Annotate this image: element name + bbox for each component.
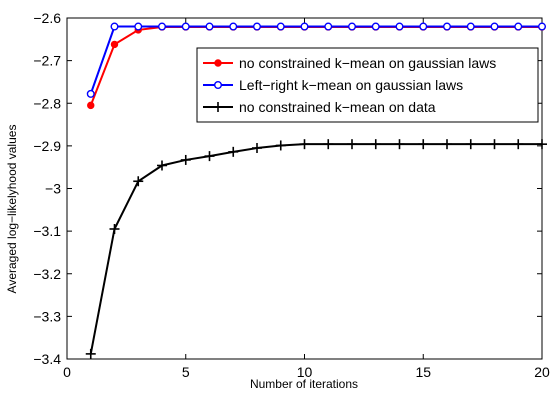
y-tick-label: −2.8	[33, 95, 61, 111]
data-point	[275, 140, 286, 151]
data-point	[514, 22, 523, 31]
legend-item: no constrained k−mean on gaussian laws	[203, 55, 496, 71]
data-point	[252, 22, 261, 31]
data-point	[370, 139, 381, 150]
x-axis-title: Number of iterations	[250, 377, 358, 391]
data-point	[134, 22, 143, 31]
x-tick-label: 5	[182, 364, 190, 380]
data-point	[418, 139, 429, 150]
legend-label: no constrained k−mean on data	[239, 99, 436, 115]
y-tick-label: −2.9	[33, 138, 61, 154]
y-tick-label: −3.2	[33, 266, 61, 282]
data-point	[205, 22, 214, 31]
data-point	[394, 139, 405, 150]
x-tick-label: 20	[534, 364, 550, 380]
data-point	[228, 146, 239, 157]
data-point	[513, 139, 524, 150]
data-point	[110, 40, 119, 49]
y-tick-label: −2.7	[33, 53, 61, 69]
data-point	[110, 22, 119, 31]
data-point	[252, 143, 262, 154]
data-point	[371, 22, 380, 31]
data-point	[466, 22, 475, 31]
y-tick-label: −3.4	[33, 351, 61, 367]
legend-item: no constrained k−mean on data	[203, 99, 436, 115]
data-point	[443, 22, 452, 31]
data-point	[489, 139, 500, 150]
data-point	[109, 223, 120, 234]
data-point	[323, 139, 334, 150]
data-point	[157, 22, 166, 31]
data-point	[324, 22, 333, 31]
data-point	[538, 22, 547, 31]
data-point	[86, 89, 95, 98]
data-series	[85, 22, 547, 359]
data-point	[537, 139, 547, 150]
legend-swatch-marker	[213, 102, 223, 112]
data-point	[157, 160, 167, 171]
x-tick-label: 10	[297, 364, 313, 380]
data-point	[229, 22, 238, 31]
legend-box	[196, 47, 539, 123]
data-point	[180, 154, 191, 165]
data-point	[85, 348, 96, 359]
data-point	[419, 22, 428, 31]
legend-item: Left−right k−mean on gaussian laws	[203, 77, 463, 93]
data-point	[87, 101, 95, 110]
data-point	[204, 151, 215, 162]
data-point	[276, 22, 285, 31]
data-point	[465, 139, 476, 150]
legend-swatch-marker	[214, 59, 222, 67]
x-tick-label: 15	[415, 364, 431, 380]
data-point	[347, 139, 357, 150]
series-3	[85, 139, 547, 359]
y-tick-label: −2.6	[33, 10, 61, 26]
y-tick-label: −3.1	[33, 223, 61, 239]
legend-label: Left−right k−mean on gaussian laws	[239, 77, 463, 93]
legend-label: no constrained k−mean on gaussian laws	[239, 55, 496, 71]
data-point	[395, 22, 404, 31]
legend: no constrained k−mean on gaussian laws Le…	[196, 47, 539, 123]
data-point	[442, 139, 452, 150]
data-point	[133, 176, 144, 187]
y-tick-label: −3.3	[33, 308, 61, 324]
data-point	[181, 22, 190, 31]
data-point	[299, 139, 310, 150]
data-point	[490, 22, 499, 31]
axis-ticks: 0 5 10 15 20 −3.4 −3.3 −3.2 −3.1 −3 −2.9 −2.8 −2.7 −2…	[33, 10, 550, 380]
data-point	[348, 22, 357, 31]
y-axis-title: Averaged log−likelyhood values	[5, 125, 19, 294]
data-point	[300, 22, 309, 31]
y-tick-label: −3	[45, 181, 61, 197]
series-2	[86, 22, 547, 98]
legend-swatch-marker	[213, 80, 222, 89]
x-tick-label: 0	[63, 364, 71, 380]
